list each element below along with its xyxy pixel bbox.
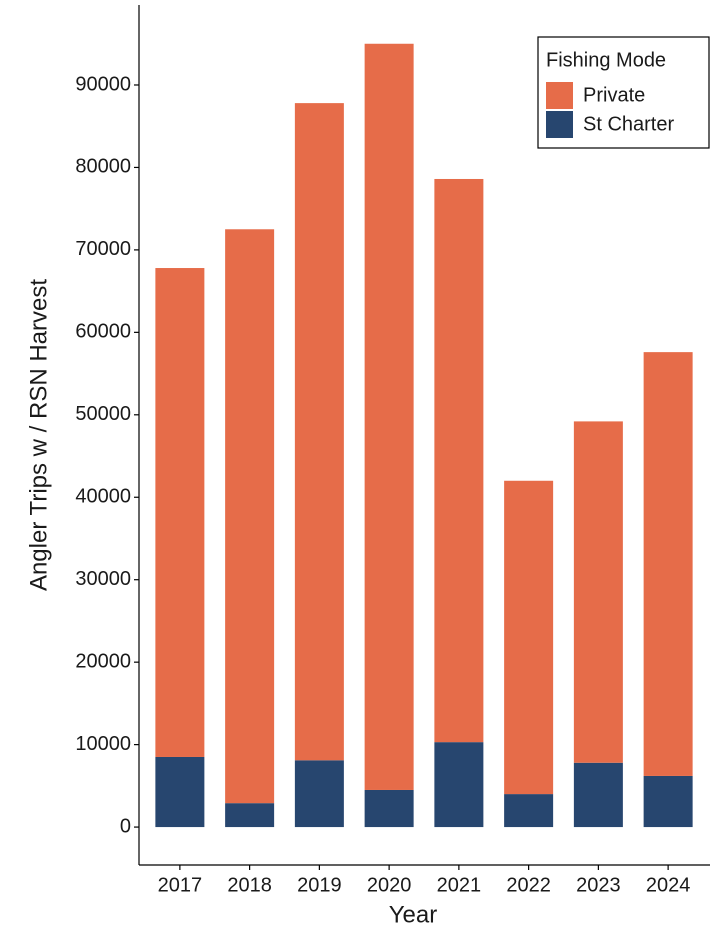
x-tick-label: 2023 <box>576 874 621 896</box>
legend-label: St Charter <box>583 113 674 135</box>
x-tick-label: 2017 <box>158 874 203 896</box>
bar-segment <box>643 352 693 776</box>
x-tick-label: 2018 <box>227 874 272 896</box>
y-tick-label: 20000 <box>75 650 131 672</box>
bar-segment <box>504 794 554 828</box>
bar-segment <box>643 775 693 828</box>
legend-swatch <box>546 111 573 138</box>
x-tick-label: 2019 <box>297 874 342 896</box>
x-tick-label: 2021 <box>437 874 482 896</box>
y-tick-label: 50000 <box>75 403 131 425</box>
bar-segment <box>434 742 484 828</box>
y-axis-label: Angler Trips w / RSN Harvest <box>25 279 52 591</box>
y-tick-label: 60000 <box>75 321 131 343</box>
y-tick-label: 0 <box>120 815 131 837</box>
bar-segment <box>434 178 484 743</box>
bar-segment <box>294 760 344 828</box>
bar-segment <box>573 421 623 763</box>
bar-segment <box>504 480 554 795</box>
x-axis-label: Year <box>389 901 438 928</box>
bar-segment <box>225 229 275 804</box>
y-tick-label: 90000 <box>75 73 131 95</box>
x-tick-label: 2020 <box>367 874 412 896</box>
bar-segment <box>573 762 623 828</box>
x-tick-label: 2022 <box>506 874 551 896</box>
bar-segment <box>364 789 414 828</box>
y-tick-label: 30000 <box>75 568 131 590</box>
legend: Fishing Mode Private St Charter <box>537 36 710 149</box>
legend-label: Private <box>583 84 645 106</box>
x-tick-label: 2024 <box>646 874 691 896</box>
bar-segment <box>225 803 275 828</box>
legend-title: Fishing Mode <box>546 49 666 71</box>
y-tick-label: 40000 <box>75 486 131 508</box>
y-tick-label: 80000 <box>75 156 131 178</box>
bar-segment <box>364 43 414 790</box>
bar-segment <box>155 268 205 757</box>
y-tick-label: 10000 <box>75 733 131 755</box>
y-tick-label: 70000 <box>75 238 131 260</box>
bar-segment <box>294 103 344 761</box>
bar-segment <box>155 756 205 828</box>
legend-swatch <box>546 82 573 109</box>
